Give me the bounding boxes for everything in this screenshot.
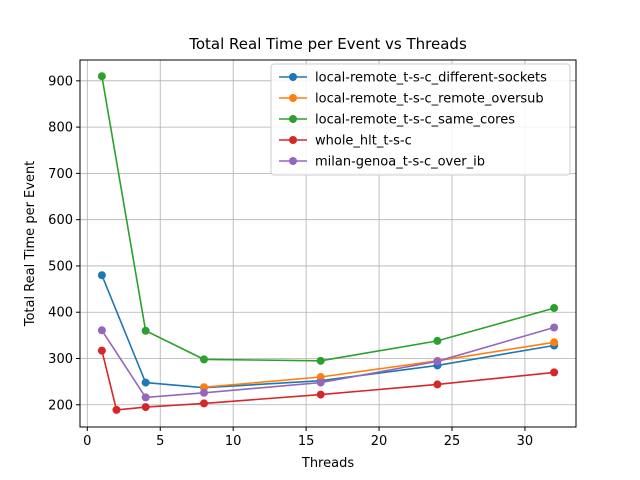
legend-item: milan-genoa_t-s-c_over_ib bbox=[279, 155, 485, 170]
y-tick-label: 700 bbox=[48, 167, 73, 182]
y-tick-label: 500 bbox=[48, 259, 73, 274]
x-tick-label: 25 bbox=[444, 434, 461, 449]
plot-frame bbox=[79, 59, 577, 428]
legend-box bbox=[270, 63, 571, 176]
legend-item: local-remote_t-s-c_remote_oversub bbox=[279, 92, 544, 107]
legend-item: whole_hlt_t-s-c bbox=[279, 134, 412, 149]
series-line bbox=[203, 341, 555, 388]
legend-swatch-marker bbox=[289, 115, 297, 123]
data-point bbox=[141, 403, 150, 412]
data-point bbox=[316, 390, 325, 399]
x-tick-label: 10 bbox=[225, 434, 242, 449]
y-tick-label: 600 bbox=[48, 213, 73, 228]
x-axis-title: Threads bbox=[301, 456, 354, 471]
x-tick-label: 20 bbox=[371, 434, 388, 449]
data-point bbox=[97, 72, 106, 81]
series-line bbox=[101, 76, 555, 362]
data-point bbox=[433, 357, 442, 366]
data-point bbox=[433, 380, 442, 389]
series-4 bbox=[97, 346, 559, 414]
data-point bbox=[550, 323, 559, 332]
y-axis-title: Total Real Time per Event bbox=[23, 161, 38, 328]
legend-swatch-marker bbox=[289, 157, 297, 165]
legend-label: local-remote_t-s-c_remote_oversub bbox=[315, 92, 544, 107]
legend: local-remote_t-s-c_different-socketsloca… bbox=[270, 63, 571, 176]
legend-item: local-remote_t-s-c_different-sockets bbox=[279, 71, 547, 86]
data-point bbox=[316, 373, 325, 382]
series-1 bbox=[97, 271, 559, 392]
series-3 bbox=[97, 72, 559, 365]
legend-swatch-marker bbox=[289, 73, 297, 81]
series-line bbox=[101, 326, 555, 399]
y-tick-label: 200 bbox=[48, 398, 73, 413]
legend-swatch-marker bbox=[289, 94, 297, 102]
data-point bbox=[200, 399, 208, 408]
series-lines bbox=[97, 72, 559, 414]
data-point bbox=[200, 388, 208, 397]
data-point bbox=[433, 336, 442, 345]
x-tick-label: 30 bbox=[517, 434, 534, 449]
y-tick-label: 300 bbox=[48, 352, 73, 367]
chart-title: Total Real Time per Event vs Threads bbox=[188, 35, 467, 53]
data-point bbox=[550, 338, 559, 347]
x-tick-label: 5 bbox=[156, 434, 164, 449]
y-tick-label: 800 bbox=[48, 121, 73, 136]
data-point bbox=[112, 405, 121, 414]
data-point bbox=[141, 378, 150, 387]
data-point bbox=[200, 355, 208, 364]
data-point bbox=[97, 346, 106, 355]
legend-label: local-remote_t-s-c_same_cores bbox=[315, 113, 515, 128]
x-tick-label: 0 bbox=[83, 434, 91, 449]
data-point bbox=[550, 304, 559, 313]
data-point bbox=[97, 326, 106, 335]
series-5 bbox=[97, 323, 559, 402]
series-line bbox=[101, 274, 555, 389]
data-point bbox=[141, 393, 150, 402]
y-tick-label: 400 bbox=[48, 306, 73, 321]
data-point bbox=[550, 368, 559, 377]
y-tick-label: 900 bbox=[48, 74, 73, 89]
data-point bbox=[316, 356, 325, 365]
x-tick-label: 15 bbox=[298, 434, 315, 449]
legend-label: milan-genoa_t-s-c_over_ib bbox=[315, 155, 485, 170]
legend-item: local-remote_t-s-c_same_cores bbox=[279, 113, 515, 128]
legend-swatch-marker bbox=[289, 136, 297, 144]
data-point bbox=[97, 271, 106, 280]
legend-label: local-remote_t-s-c_different-sockets bbox=[315, 71, 547, 86]
axis-ticks: 0 5 10 15 20 25 30 200 300 400 500 600 700 800 900 bbox=[48, 74, 533, 449]
legend-label: whole_hlt_t-s-c bbox=[315, 134, 412, 149]
data-point bbox=[316, 378, 325, 387]
data-point bbox=[141, 326, 150, 335]
data-point bbox=[200, 383, 208, 392]
